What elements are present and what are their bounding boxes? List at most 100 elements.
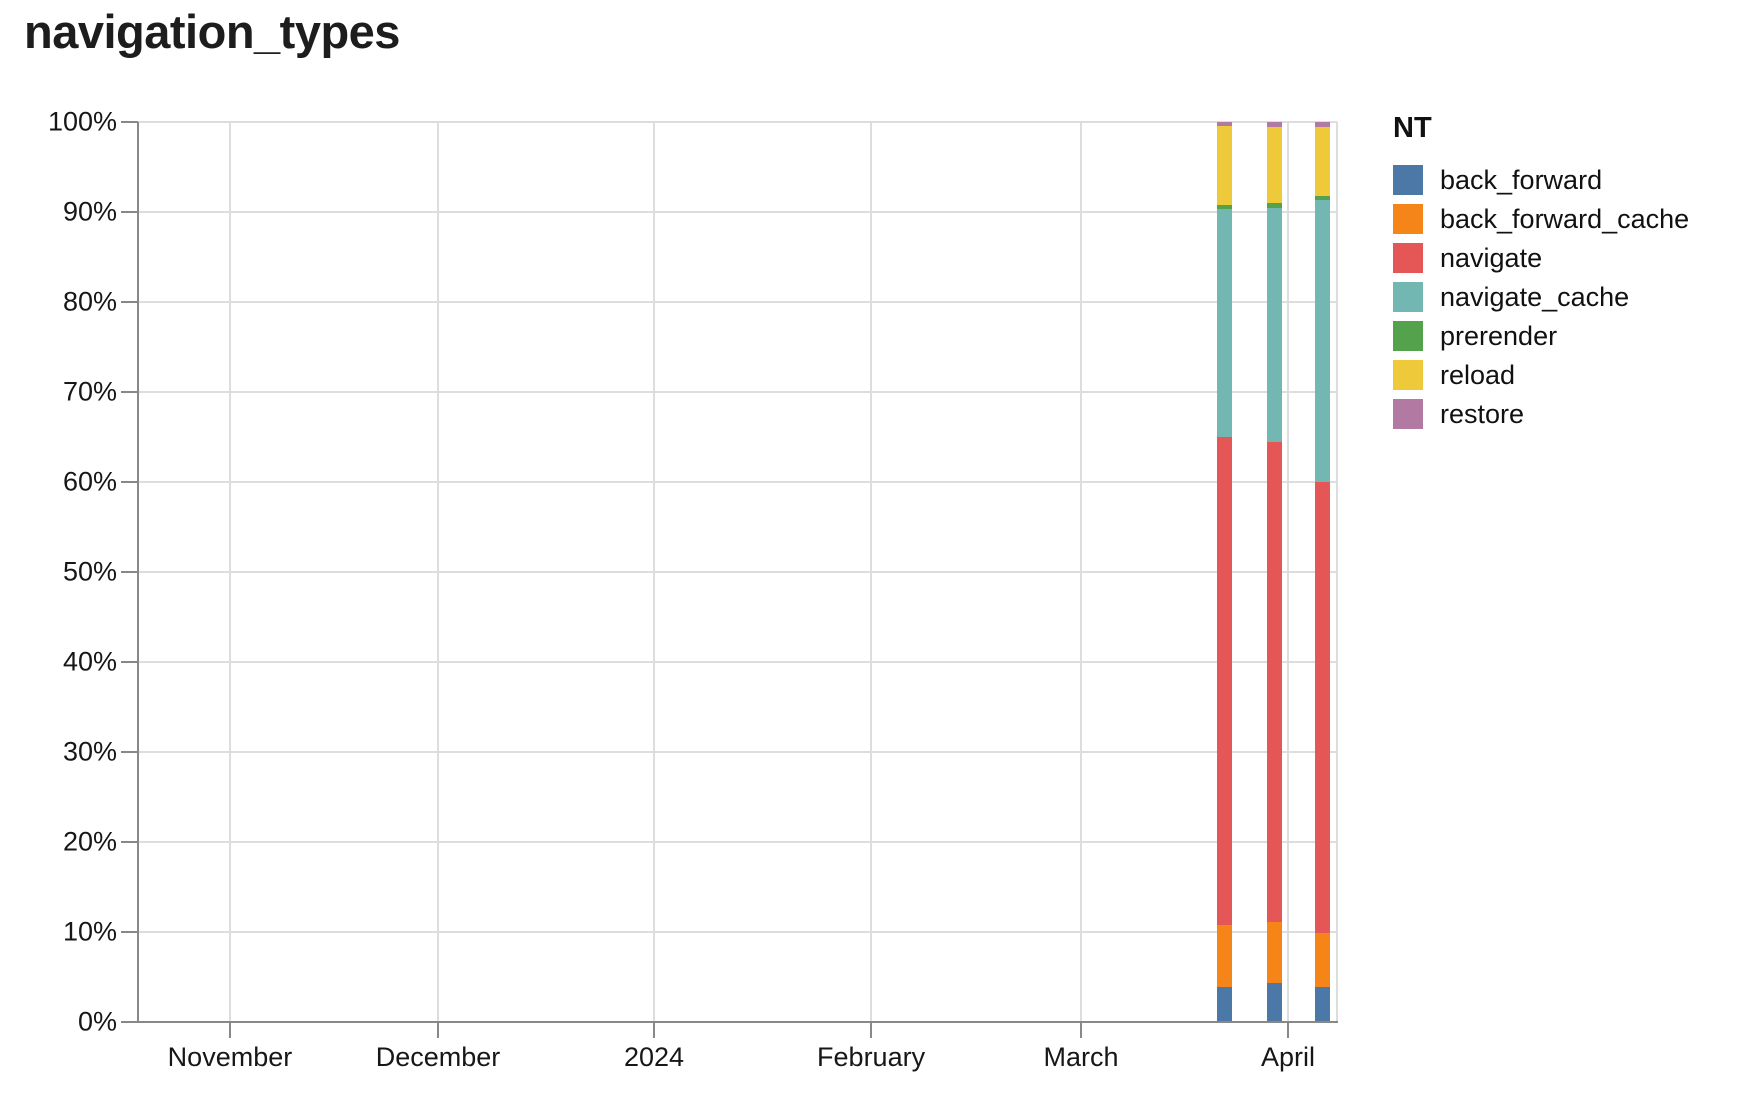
y-axis-line (137, 122, 139, 1022)
y-axis-tick-label: 90% (62, 196, 117, 227)
bar-segment-restore[interactable] (1216, 122, 1232, 126)
gridline-vertical (1336, 122, 1338, 1022)
bar-segment-navigate_cache[interactable] (1216, 209, 1232, 438)
legend-color-swatch (1393, 165, 1423, 195)
y-axis-tick-label: 50% (62, 556, 117, 587)
legend-item-label: reload (1440, 359, 1516, 390)
gridline-20% (138, 841, 1337, 843)
gridline-70% (138, 391, 1337, 393)
x-tick-mark (1286, 1023, 1289, 1038)
x-axis-tick-label: November (167, 1042, 293, 1072)
legend-color-swatch (1393, 399, 1423, 429)
legend-color-swatch (1393, 204, 1423, 234)
legend-items: back_forward back_forward_cache navigate na… (1393, 165, 1689, 429)
plot-area: 0% 10% 20% 30% 40% 50% 60% 70% 80% 90% 100% Novemb… (48, 107, 1338, 1072)
y-tick-mark (121, 661, 138, 663)
legend-item-back_forward_cache[interactable]: back_forward_cache (1393, 204, 1689, 234)
bar-segment-back_forward[interactable] (1216, 986, 1232, 1022)
x-tick-mark (436, 1023, 439, 1038)
y-tick-mark (121, 841, 138, 843)
x-axis-tick-label: April (1260, 1042, 1315, 1072)
bar-segment-back_forward[interactable] (1315, 986, 1331, 1022)
bar-segment-navigate[interactable] (1266, 441, 1282, 923)
bar-segment-reload[interactable] (1315, 126, 1331, 196)
gridline-vertical (228, 122, 231, 1022)
legend-item-label: navigate (1440, 242, 1543, 273)
gridline-80% (138, 301, 1337, 303)
bar-segment-back_forward_cache[interactable] (1216, 924, 1232, 987)
y-tick-mark (121, 571, 138, 573)
x-axis-tick-label: 2024 (624, 1042, 685, 1072)
legend-item-restore[interactable]: restore (1393, 399, 1689, 429)
bar-segment-navigate_cache[interactable] (1315, 200, 1331, 483)
bar-segment-prerender[interactable] (1216, 204, 1232, 210)
legend-item-navigate[interactable]: navigate (1393, 243, 1689, 273)
y-tick-mark (121, 931, 138, 933)
x-axis-tick-label: December (375, 1042, 501, 1072)
stacked-bar[interactable] (1216, 122, 1232, 1022)
y-axis-tick-label: 60% (62, 466, 117, 497)
legend-color-swatch (1393, 360, 1423, 390)
bar-segment-back_forward[interactable] (1266, 983, 1282, 1022)
x-tick-mark (653, 1023, 656, 1038)
legend-color-swatch (1393, 321, 1423, 351)
y-tick-mark (121, 391, 138, 393)
x-axis-line (137, 1021, 1338, 1023)
bar-segment-prerender[interactable] (1315, 195, 1331, 201)
bar-segment-restore[interactable] (1315, 122, 1331, 127)
legend-item-label: back_forward_cache (1440, 203, 1690, 234)
legend-item-label: restore (1440, 398, 1525, 429)
bar-segment-reload[interactable] (1216, 125, 1232, 205)
bar-segment-navigate[interactable] (1315, 482, 1331, 933)
legend-item-reload[interactable]: reload (1393, 360, 1689, 390)
stacked-bar[interactable] (1315, 122, 1331, 1022)
bar-segment-navigate[interactable] (1216, 437, 1232, 925)
gridline-100% (138, 121, 1337, 123)
gridline-60% (138, 481, 1337, 483)
gridline-vertical (1286, 122, 1289, 1022)
gridline-50% (138, 571, 1337, 573)
gridline-40% (138, 661, 1337, 663)
gridline-vertical (870, 122, 873, 1022)
y-axis-tick-label: 40% (62, 646, 117, 677)
bar-segment-prerender[interactable] (1266, 203, 1282, 208)
legend-item-prerender[interactable]: prerender (1393, 321, 1689, 351)
legend-color-swatch (1393, 243, 1423, 273)
stacked-bar[interactable] (1266, 122, 1282, 1022)
x-tick-mark (228, 1023, 231, 1038)
legend-item-label: back_forward (1440, 164, 1603, 195)
y-axis-tick-label: 30% (62, 736, 117, 767)
chart-title: navigation_types (24, 5, 400, 58)
legend-title: NT (1393, 112, 1432, 144)
bar-segment-reload[interactable] (1266, 126, 1282, 204)
y-tick-mark (121, 751, 138, 753)
gridline-vertical (436, 122, 439, 1022)
y-tick-mark (121, 121, 138, 123)
gridline-vertical (1080, 122, 1082, 1022)
y-tick-mark (121, 211, 138, 213)
bar-segment-restore[interactable] (1266, 122, 1282, 127)
bar-segment-back_forward_cache[interactable] (1315, 932, 1331, 987)
legend-item-back_forward[interactable]: back_forward (1393, 165, 1689, 195)
x-axis-tick-label: March (1043, 1042, 1119, 1072)
legend-item-label: prerender (1440, 320, 1558, 351)
legend-item-navigate_cache[interactable]: navigate_cache (1393, 282, 1689, 312)
y-axis-tick-label: 80% (62, 286, 117, 317)
gridline-10% (138, 931, 1337, 933)
bar-segment-back_forward_cache[interactable] (1266, 922, 1282, 984)
y-tick-mark (121, 1021, 138, 1023)
gridline-vertical (653, 122, 656, 1022)
x-axis-tick-label: February (817, 1042, 926, 1072)
x-tick-mark (870, 1023, 873, 1038)
bar-segment-navigate_cache[interactable] (1266, 207, 1282, 442)
legend-color-swatch (1393, 282, 1423, 312)
y-tick-mark (121, 481, 138, 483)
y-axis-tick-label: 70% (62, 376, 117, 407)
y-axis-tick-label: 0% (77, 1006, 117, 1037)
y-axis-tick-label: 10% (62, 916, 117, 947)
y-tick-mark (121, 301, 138, 303)
y-axis-tick-label: 100% (47, 106, 117, 137)
x-tick-mark (1080, 1023, 1082, 1038)
